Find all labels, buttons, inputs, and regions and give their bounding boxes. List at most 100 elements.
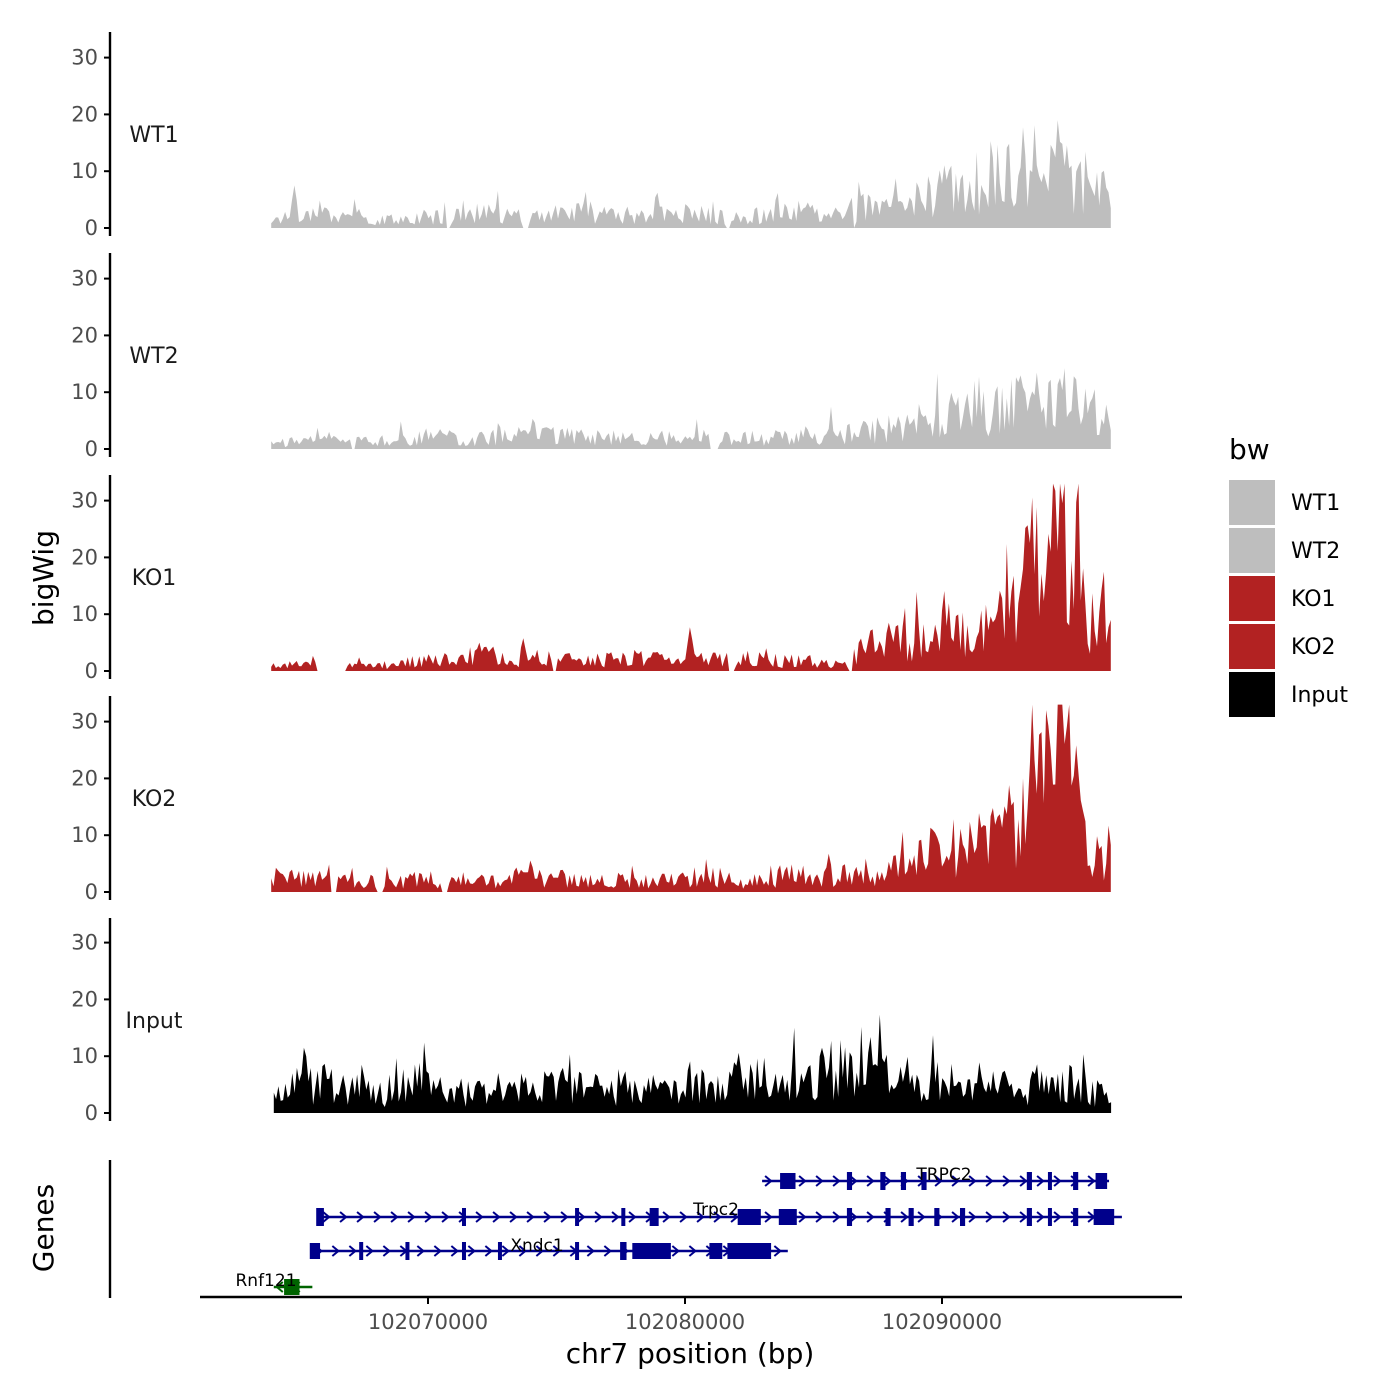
strand-chevron	[467, 1245, 476, 1257]
gene-label: TRPC2	[915, 1165, 971, 1185]
exon	[846, 1172, 853, 1190]
signal-area-input	[273, 1014, 1112, 1113]
strand-chevron	[883, 1175, 892, 1187]
strand-chevron	[518, 1245, 527, 1257]
exon	[461, 1242, 466, 1260]
y-tick-label: 10	[71, 823, 98, 847]
gene-xndc1: Xndc1	[309, 1236, 788, 1260]
strand-chevron	[730, 1211, 739, 1223]
track-label-wt1: WT1	[129, 123, 178, 148]
strand-chevron	[509, 1211, 518, 1223]
exon	[1026, 1208, 1032, 1226]
strand-chevron	[484, 1245, 493, 1257]
exon	[709, 1243, 723, 1259]
exon	[632, 1243, 671, 1259]
strand-chevron	[535, 1245, 544, 1257]
strand-chevron	[611, 1211, 620, 1223]
track-ko2: 0 10 20 30 KO2	[71, 696, 1111, 904]
strand-chevron	[433, 1245, 442, 1257]
y-tick-label: 30	[71, 489, 98, 513]
track-label-input: Input	[126, 1009, 183, 1034]
strand-chevron	[866, 1211, 875, 1223]
legend-swatch	[1229, 528, 1275, 573]
exon	[900, 1172, 907, 1190]
legend-label: WT2	[1291, 539, 1340, 564]
strand-chevron	[917, 1211, 926, 1223]
strand-chevron	[985, 1175, 994, 1187]
exon	[1047, 1172, 1052, 1190]
signal-area-ko2	[271, 704, 1111, 892]
y-tick-label: 20	[71, 323, 98, 347]
strand-chevron	[1002, 1211, 1011, 1223]
strand-chevron	[849, 1211, 858, 1223]
strand-chevron	[815, 1211, 824, 1223]
strand-chevron	[900, 1211, 909, 1223]
strand-chevron	[603, 1245, 612, 1257]
y-tick-label: 10	[71, 1044, 98, 1068]
x-tick-label: 102080000	[625, 1310, 745, 1334]
y-tick-label: 30	[71, 710, 98, 734]
y-tick-label: 30	[71, 46, 98, 70]
legend-item-wt1: WT1	[1229, 480, 1340, 525]
y-tick-label: 0	[85, 880, 98, 904]
exon	[575, 1242, 580, 1260]
strand-chevron	[671, 1245, 680, 1257]
strand-chevron	[815, 1175, 824, 1187]
exon	[737, 1209, 761, 1225]
strand-chevron	[475, 1211, 484, 1223]
legend-item-input: Input	[1229, 672, 1348, 717]
exon	[880, 1172, 886, 1190]
exon	[959, 1208, 966, 1226]
legend-item-ko1: KO1	[1229, 576, 1336, 621]
strand-chevron	[390, 1211, 399, 1223]
strand-chevron	[798, 1175, 807, 1187]
strand-chevron	[382, 1245, 391, 1257]
strand-chevron	[662, 1211, 671, 1223]
signal-area-ko1	[271, 483, 1111, 671]
strand-chevron	[492, 1211, 501, 1223]
strand-chevron	[968, 1175, 977, 1187]
exon	[921, 1172, 927, 1190]
legend-label: KO2	[1291, 635, 1336, 660]
strand-chevron	[934, 1175, 943, 1187]
legend-item-wt2: WT2	[1229, 528, 1340, 573]
strand-chevron	[688, 1245, 697, 1257]
strand-chevron	[798, 1211, 807, 1223]
strand-chevron	[322, 1211, 331, 1223]
gene-label: Trpc2	[692, 1200, 739, 1220]
track-wt2: 0 10 20 30 WT2	[71, 253, 1111, 461]
exon	[846, 1208, 853, 1226]
y-tick-label: 0	[85, 216, 98, 240]
track-wt1: 0 10 20 30 WT1	[71, 32, 1111, 240]
strand-chevron	[594, 1211, 603, 1223]
x-tick-label: 102070000	[368, 1310, 488, 1334]
legend: bw WT1 WT2 KO1 KO2 Input	[1229, 433, 1348, 717]
strand-chevron	[773, 1245, 782, 1257]
strand-chevron	[365, 1245, 374, 1257]
exon	[461, 1208, 466, 1226]
strand-chevron	[1019, 1175, 1028, 1187]
exon	[359, 1242, 364, 1260]
exon	[1093, 1209, 1115, 1225]
strand-chevron	[679, 1211, 688, 1223]
strand-chevron	[696, 1211, 705, 1223]
strand-chevron	[348, 1245, 357, 1257]
strand-chevron	[951, 1211, 960, 1223]
y-tick-label: 20	[71, 545, 98, 569]
track-label-ko1: KO1	[132, 566, 177, 591]
legend-title: bw	[1229, 433, 1270, 466]
x-axis: 102070000 102080000 102090000	[200, 1295, 1182, 1334]
strand-chevron	[552, 1245, 561, 1257]
exon	[309, 1243, 321, 1259]
strand-chevron	[1036, 1211, 1045, 1223]
strand-chevron	[713, 1211, 722, 1223]
exon	[1073, 1208, 1079, 1226]
strand-chevron	[951, 1175, 960, 1187]
strand-chevron	[560, 1211, 569, 1223]
strand-chevron	[577, 1211, 586, 1223]
gene-trpc2: TRPC2	[762, 1165, 1110, 1190]
strand-chevron	[764, 1175, 773, 1187]
y-tick-label: 0	[85, 1101, 98, 1125]
exon	[575, 1208, 580, 1226]
